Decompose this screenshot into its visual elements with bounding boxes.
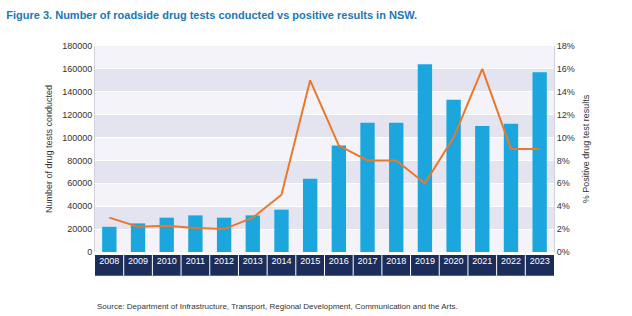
- svg-text:Source: Department of Infrastr: Source: Department of Infrastructure, Tr…: [97, 302, 458, 311]
- svg-text:120000: 120000: [62, 110, 92, 120]
- svg-text:Number of drug tests conducted: Number of drug tests conducted: [44, 85, 54, 213]
- svg-text:2%: 2%: [557, 224, 570, 234]
- svg-text:0: 0: [87, 247, 92, 257]
- svg-text:2020: 2020: [444, 256, 464, 266]
- svg-text:0%: 0%: [557, 247, 570, 257]
- svg-text:2015: 2015: [300, 256, 320, 266]
- svg-text:60000: 60000: [67, 178, 92, 188]
- svg-text:10%: 10%: [557, 133, 575, 143]
- svg-text:100000: 100000: [62, 133, 92, 143]
- svg-text:2010: 2010: [157, 256, 177, 266]
- svg-text:% Positive drug test results: % Positive drug test results: [581, 94, 591, 203]
- svg-text:2008: 2008: [99, 256, 119, 266]
- svg-text:18%: 18%: [557, 41, 575, 51]
- svg-text:6%: 6%: [557, 178, 570, 188]
- svg-text:2011: 2011: [186, 256, 205, 266]
- svg-text:16%: 16%: [557, 64, 575, 74]
- svg-text:2021: 2021: [472, 256, 492, 266]
- svg-text:12%: 12%: [557, 110, 575, 120]
- svg-text:8%: 8%: [557, 156, 570, 166]
- svg-text:2016: 2016: [329, 256, 349, 266]
- svg-text:40000: 40000: [67, 201, 92, 211]
- svg-text:2022: 2022: [501, 256, 521, 266]
- svg-text:140000: 140000: [62, 87, 92, 97]
- svg-text:2023: 2023: [530, 256, 550, 266]
- svg-text:14%: 14%: [557, 87, 575, 97]
- svg-text:2013: 2013: [243, 256, 263, 266]
- svg-text:2014: 2014: [271, 256, 291, 266]
- svg-text:160000: 160000: [62, 64, 92, 74]
- svg-text:80000: 80000: [67, 156, 92, 166]
- svg-text:2019: 2019: [415, 256, 435, 266]
- svg-text:180000: 180000: [62, 41, 92, 51]
- svg-text:4%: 4%: [557, 201, 570, 211]
- svg-text:2017: 2017: [358, 256, 378, 266]
- svg-text:20000: 20000: [67, 224, 92, 234]
- svg-text:2018: 2018: [386, 256, 406, 266]
- svg-text:Figure 3. Number of roadside d: Figure 3. Number of roadside drug tests …: [6, 9, 417, 21]
- svg-text:2012: 2012: [214, 256, 234, 266]
- svg-text:2009: 2009: [128, 256, 148, 266]
